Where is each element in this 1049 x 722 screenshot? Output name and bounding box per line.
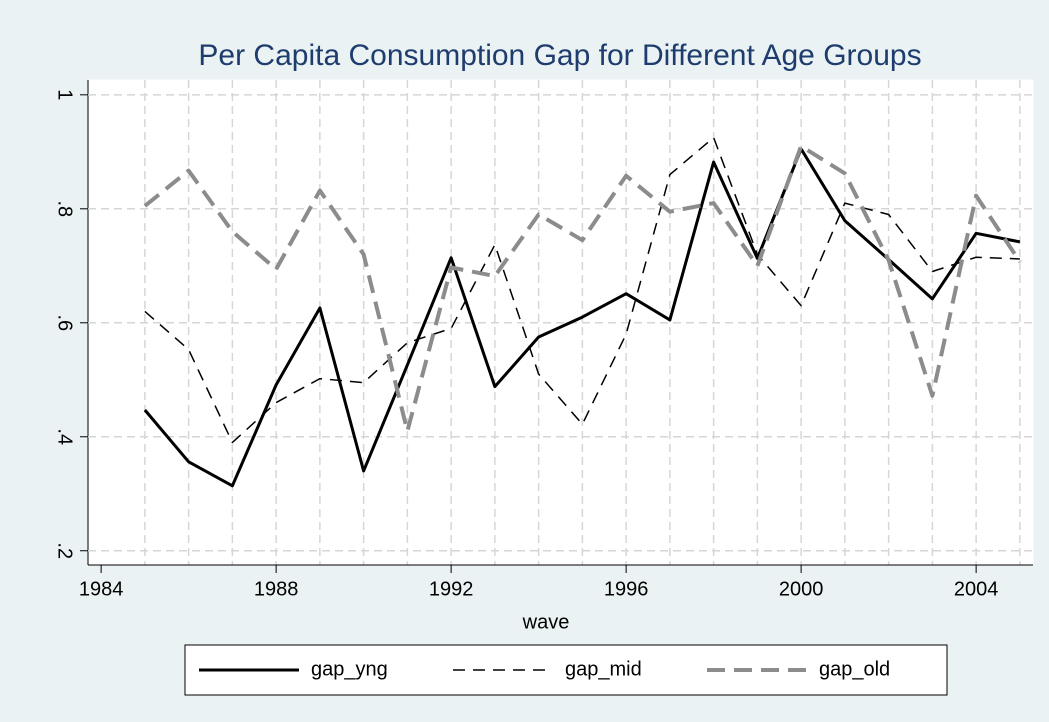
y-tick-label: .8 (54, 200, 76, 217)
y-tick-label: .2 (54, 542, 76, 559)
y-tick-label: 1 (54, 89, 76, 100)
y-tick-label: .4 (54, 428, 76, 445)
line-series (143, 147, 1021, 488)
x-tick-label: 2000 (779, 578, 824, 600)
legend-label: gap_yng (311, 658, 388, 680)
x-axis-label: wave (522, 611, 570, 633)
x-tick-label: 1988 (254, 578, 299, 600)
legend-label: gap_mid (565, 658, 642, 680)
x-tick-label: 2004 (954, 578, 999, 600)
legend-box (184, 644, 948, 696)
legend-label: gap_old (819, 658, 890, 680)
x-tick-label: 1984 (79, 578, 124, 600)
chart-title: Per Capita Consumption Gap for Different… (198, 39, 921, 72)
x-tick-label: 1996 (604, 578, 649, 600)
line-series (143, 144, 1022, 434)
x-tick-label: 1992 (429, 578, 474, 600)
y-tick-label: .6 (54, 314, 76, 331)
